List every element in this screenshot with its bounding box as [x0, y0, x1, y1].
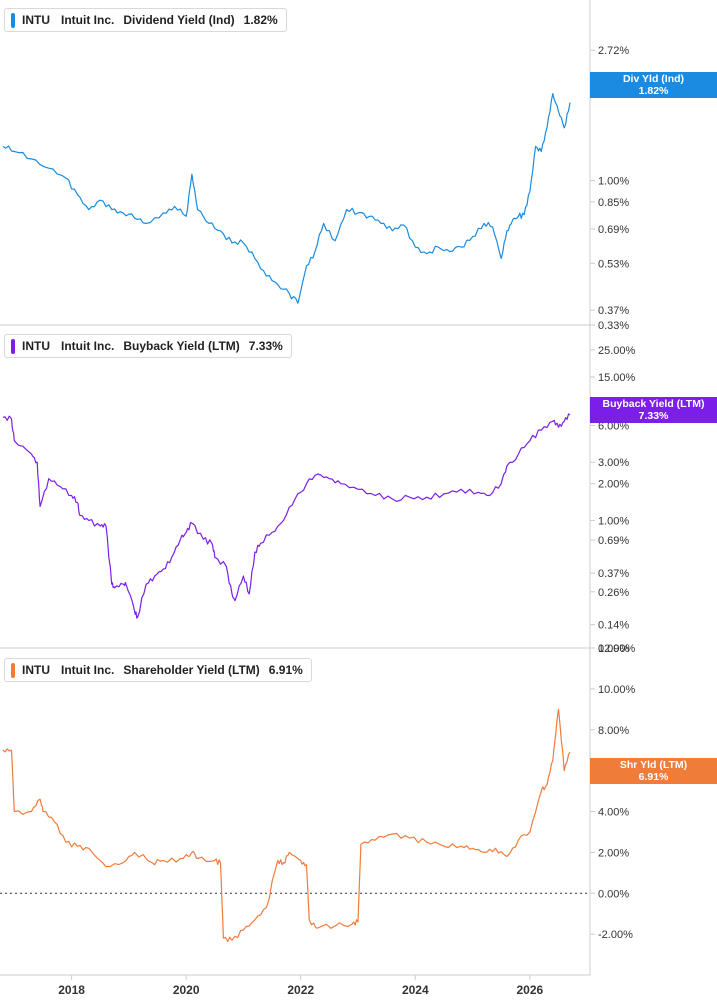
- y-tick-label: 1.00%: [598, 515, 629, 527]
- tag-value: 6.91%: [638, 771, 669, 783]
- y-tick-label: 0.00%: [598, 888, 629, 900]
- tag-label: Buyback Yield (LTM): [602, 398, 705, 410]
- dividend-color-swatch: [11, 12, 15, 28]
- dividend-value-tag: Div Yld (Ind) 1.82%: [590, 72, 717, 98]
- legend-symbol: INTU: [22, 663, 50, 677]
- legend-value: 7.33%: [248, 339, 283, 353]
- chart-frame: [0, 0, 591, 976]
- y-axis-ticks: 2.72% 2.00% 1.00% 0.85% 0.69% 0.53% 0.37% 0.33%…: [590, 45, 636, 941]
- legend-company: Intuit Inc.: [61, 339, 115, 353]
- x-axis-ticks: 2018 2020 2022 2024 2026: [58, 975, 544, 997]
- x-tick-label: 2026: [517, 983, 544, 997]
- y-tick-label: 0.14%: [598, 620, 629, 632]
- y-tick-label: 3.00%: [598, 457, 629, 469]
- tag-label: Shr Yld (LTM): [619, 759, 688, 771]
- series-line-1: [2, 93, 571, 304]
- legend-dividend-yield[interactable]: INTU Intuit Inc. Dividend Yield (Ind) 1.…: [4, 8, 287, 32]
- shareholder-value-tag: Shr Yld (LTM) 6.91%: [590, 758, 717, 784]
- x-tick-label: 2018: [58, 983, 85, 997]
- y-tick-label: 12.00%: [598, 643, 636, 655]
- legend-buyback-yield[interactable]: INTU Intuit Inc. Buyback Yield (LTM) 7.3…: [4, 334, 292, 358]
- y-tick-label: 0.69%: [598, 535, 629, 547]
- tag-value: 1.82%: [638, 85, 669, 97]
- y-tick-label: -2.00%: [598, 929, 633, 941]
- y-tick-label: 10.00%: [598, 684, 636, 696]
- legend-metric: Shareholder Yield (LTM): [123, 663, 260, 677]
- tag-value: 7.33%: [638, 410, 669, 422]
- y-tick-label: 8.00%: [598, 725, 629, 737]
- y-tick-label: 6.00%: [598, 421, 629, 433]
- legend-symbol: INTU: [22, 13, 50, 27]
- y-tick-label: 0.85%: [598, 197, 629, 209]
- y-tick-label: 2.72%: [598, 45, 629, 57]
- legend-metric: Dividend Yield (Ind): [123, 13, 235, 27]
- series-line-2: [2, 413, 571, 619]
- x-tick-label: 2020: [173, 983, 200, 997]
- x-tick-label: 2022: [287, 983, 314, 997]
- tag-label: Div Yld (Ind): [622, 73, 685, 85]
- legend-metric: Buyback Yield (LTM): [123, 339, 240, 353]
- y-tick-label: 0.37%: [598, 305, 629, 317]
- y-tick-label: 0.69%: [598, 224, 629, 236]
- legend-symbol: INTU: [22, 339, 50, 353]
- y-tick-label: 15.00%: [598, 372, 636, 384]
- legend-value: 1.82%: [243, 13, 278, 27]
- y-tick-label: 0.26%: [598, 587, 629, 599]
- buyback-value-tag: Buyback Yield (LTM) 7.33%: [590, 397, 717, 423]
- shareholder-color-swatch: [11, 662, 15, 678]
- legend-company: Intuit Inc.: [61, 663, 115, 677]
- y-tick-label: 0.53%: [598, 258, 629, 270]
- series-line-3: [2, 708, 571, 943]
- y-tick-label: 2.00%: [598, 479, 629, 491]
- y-tick-label: 0.09%: [598, 643, 629, 655]
- y-tick-label: 2.00%: [598, 847, 629, 859]
- legend-company: Intuit Inc.: [61, 13, 115, 27]
- legend-shareholder-yield[interactable]: INTU Intuit Inc. Shareholder Yield (LTM)…: [4, 658, 312, 682]
- buyback-color-swatch: [11, 338, 15, 354]
- y-tick-label: 0.37%: [598, 568, 629, 580]
- y-tick-label: 4.00%: [598, 807, 629, 819]
- series-lines: [2, 93, 571, 943]
- y-tick-label: 25.00%: [598, 345, 636, 357]
- x-tick-label: 2024: [402, 983, 429, 997]
- legend-value: 6.91%: [268, 663, 303, 677]
- y-tick-label: 1.00%: [598, 176, 629, 188]
- y-tick-label: 0.33%: [598, 320, 629, 332]
